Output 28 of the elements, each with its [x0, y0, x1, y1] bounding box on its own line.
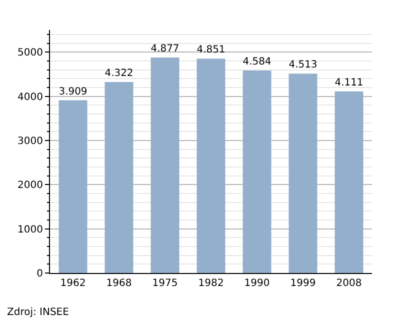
x-tick-label: 1999	[290, 278, 316, 289]
y-tick-label: 3000	[18, 136, 43, 147]
data-label: 4.584	[242, 56, 272, 68]
x-tick-label: 1990	[244, 278, 270, 289]
bar	[288, 74, 318, 273]
data-label: 3.909	[58, 86, 88, 98]
x-tick-label: 1962	[60, 278, 86, 289]
bar	[150, 58, 180, 273]
data-label: 4.851	[196, 44, 226, 56]
text: Zdroj: INSEE	[7, 307, 69, 318]
y-tick-label: 1000	[18, 224, 43, 236]
bar	[58, 100, 88, 273]
x-tick-label: 1975	[152, 278, 178, 289]
data-label: 4.111	[334, 77, 364, 88]
bar	[242, 70, 272, 273]
data-label: 4.877	[150, 44, 180, 55]
y-tick-label: 4000	[18, 92, 43, 103]
bar	[196, 58, 226, 273]
data-label: 4.322	[104, 68, 134, 80]
x-tick-label: 2008	[336, 278, 362, 289]
x-tick-label: 1982	[198, 278, 224, 289]
bar	[104, 82, 134, 273]
y-tick-label: 5000	[18, 48, 43, 59]
x-tick-label: 1968	[106, 278, 132, 289]
data-label: 4.513	[288, 60, 318, 71]
bar	[334, 91, 364, 273]
y-tick-label: 0	[36, 268, 43, 280]
y-tick-label: 2000	[18, 180, 43, 192]
